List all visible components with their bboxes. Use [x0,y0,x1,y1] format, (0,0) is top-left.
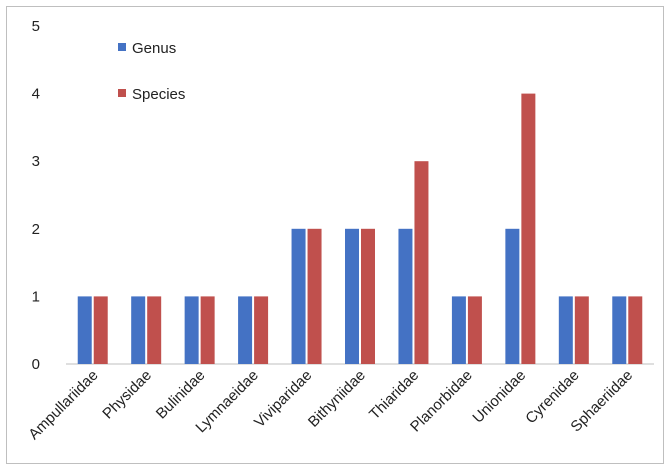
bar-species-sphaeriidae [628,296,643,364]
y-tick-label: 0 [32,356,40,373]
x-tick-label: Ampullariidae [25,367,101,443]
bar-species-cyrenidae [574,296,589,364]
bar-genus-unionidae [505,228,520,364]
y-tick-label: 5 [32,18,40,35]
x-tick-label: Viviparidae [251,367,315,431]
y-tick-label: 1 [32,288,40,305]
bar-species-viviparidae [307,228,322,364]
y-tick-label: 4 [32,86,40,103]
bar-genus-lymnaeidae [238,296,253,364]
legend-label-species: Species [132,86,185,103]
x-tick-label: Thiaridae [366,367,422,423]
legend-label-genus: Genus [132,40,176,57]
bar-genus-viviparidae [291,228,306,364]
bar-genus-physidae [131,296,146,364]
y-tick-label: 3 [32,153,40,170]
bar-species-thiaridae [414,161,429,364]
bar-genus-sphaeriidae [612,296,627,364]
chart-frame [6,6,664,464]
bar-species-planorbidae [467,296,482,364]
y-tick-label: 2 [32,221,40,238]
x-tick-label: Physidae [99,367,155,423]
bar-species-bithyniidae [361,228,375,364]
bar-species-ampullariidae [93,296,108,364]
legend-swatch-species [118,89,126,97]
bar-genus-bithyniidae [345,228,359,364]
bar-genus-cyrenidae [558,296,573,364]
x-tick-label: Bulinidae [153,367,209,423]
bar-genus-bulinidae [184,296,199,364]
legend-swatch-genus [118,43,126,51]
x-tick-label: Bithyniidae [305,367,369,431]
bar-genus-planorbidae [451,296,466,364]
bar-species-unionidae [521,93,536,364]
bar-genus-thiaridae [398,228,413,364]
x-tick-label: Unionidae [469,367,529,427]
bar-species-lymnaeidae [254,296,269,364]
bar-genus-ampullariidae [77,296,92,364]
legend: Genus Species [118,40,185,103]
bar-species-bulinidae [200,296,215,364]
bar-species-physidae [147,296,162,364]
